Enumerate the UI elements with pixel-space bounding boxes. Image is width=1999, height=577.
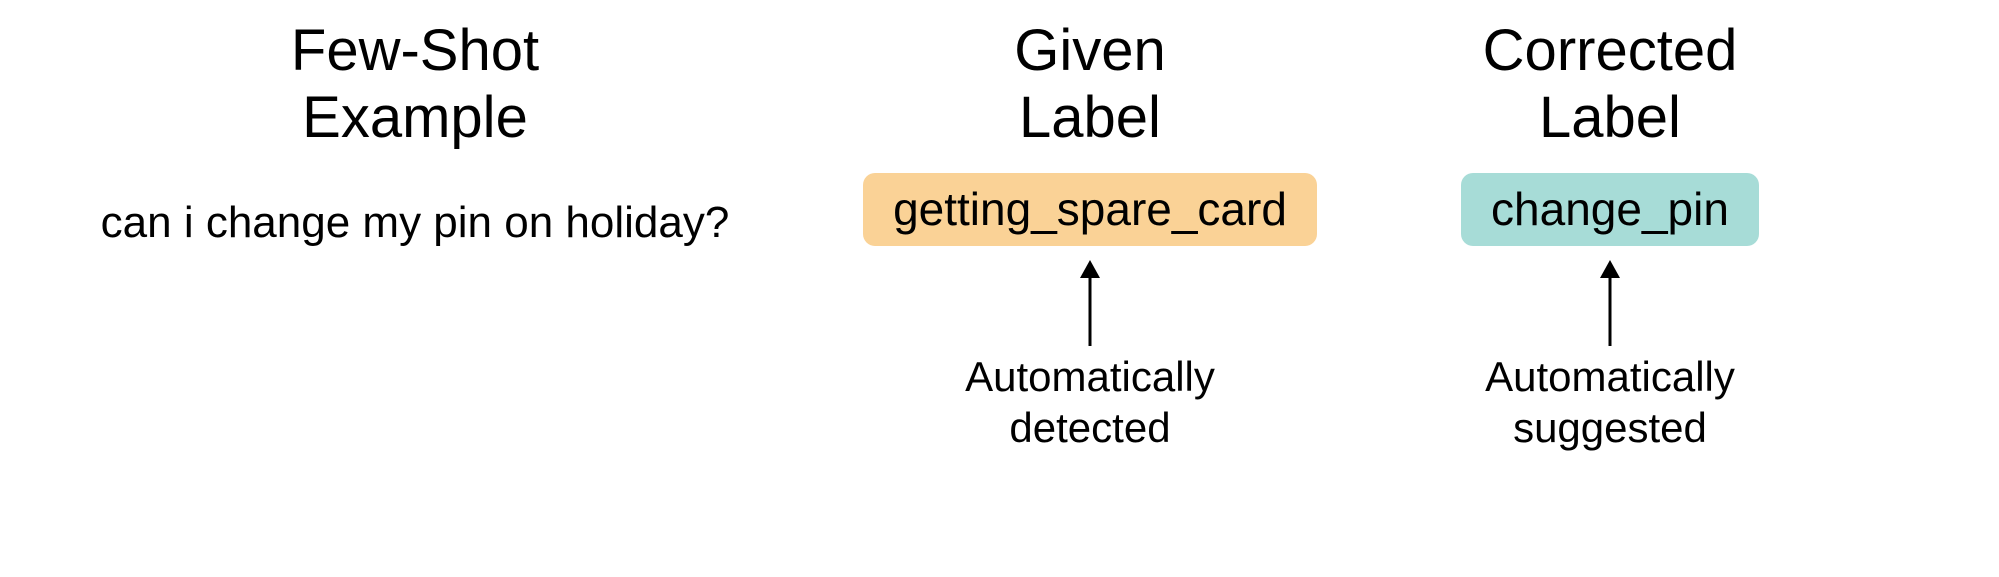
given-header-line1: Given <box>1014 18 1166 83</box>
given-annot-line1: Automatically <box>965 353 1215 400</box>
given-label-column: Given Label getting_spare_card Automatic… <box>830 18 1350 453</box>
given-annot-line2: detected <box>1009 404 1170 451</box>
few-shot-header-line2: Example <box>302 85 528 150</box>
corrected-annot-line2: suggested <box>1513 404 1707 451</box>
few-shot-header: Few-Shot Example <box>120 18 710 151</box>
corrected-header-line2: Label <box>1539 85 1681 150</box>
few-shot-example-column: Few-Shot Example <box>120 18 710 151</box>
corrected-label-chip: change_pin <box>1461 173 1759 246</box>
corrected-annot-line1: Automatically <box>1485 353 1735 400</box>
few-shot-example-text-wrap: can i change my pin on holiday? <box>40 198 790 248</box>
given-chip-wrap: getting_spare_card <box>830 173 1350 246</box>
corrected-header-line1: Corrected <box>1483 18 1738 83</box>
given-header-line2: Label <box>1019 85 1161 150</box>
given-label-header: Given Label <box>830 18 1350 151</box>
few-shot-header-line1: Few-Shot <box>291 18 539 83</box>
arrow-up-icon <box>1590 260 1630 346</box>
corrected-annotation: Automatically suggested <box>1400 352 1820 453</box>
corrected-label-header: Corrected Label <box>1400 18 1820 151</box>
corrected-label-column: Corrected Label change_pin Automatically… <box>1400 18 1820 453</box>
corrected-arrow-wrap <box>1400 260 1820 346</box>
corrected-chip-wrap: change_pin <box>1400 173 1820 246</box>
given-label-chip: getting_spare_card <box>863 173 1317 246</box>
given-arrow-wrap <box>830 260 1350 346</box>
arrow-up-icon <box>1070 260 1110 346</box>
few-shot-example-text: can i change my pin on holiday? <box>40 198 790 248</box>
given-annotation: Automatically detected <box>830 352 1350 453</box>
